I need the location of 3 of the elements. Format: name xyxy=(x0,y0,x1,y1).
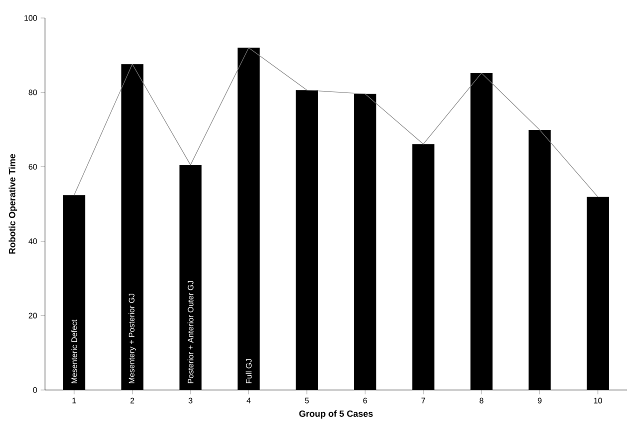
x-axis-title: Group of 5 Cases xyxy=(299,410,373,419)
y-axis-title: Robotic Operative Time xyxy=(8,154,18,254)
line-series xyxy=(74,47,598,198)
